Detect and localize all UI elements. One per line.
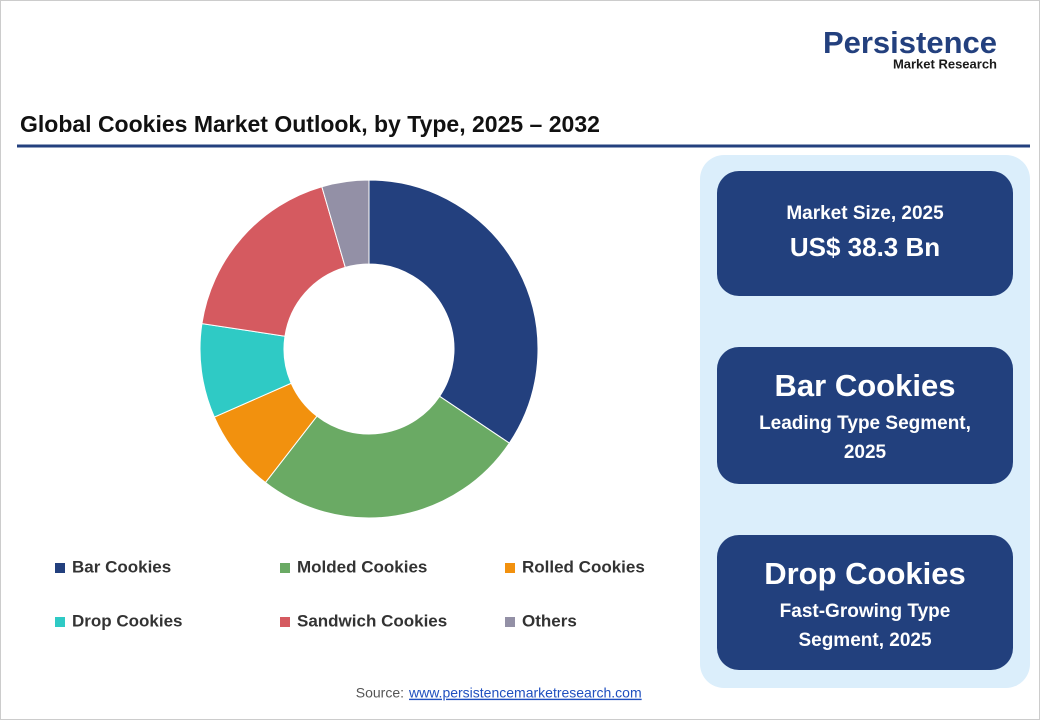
legend-label: Sandwich Cookies bbox=[297, 611, 447, 630]
card-value: Bar Cookies bbox=[775, 368, 956, 403]
legend-swatch bbox=[505, 563, 515, 573]
legend-label: Rolled Cookies bbox=[522, 557, 645, 576]
logo-name: Persistence bbox=[823, 25, 997, 60]
card bbox=[717, 171, 1013, 296]
card-label: 2025 bbox=[844, 442, 887, 463]
legend-swatch bbox=[280, 617, 290, 627]
logo-tagline: Market Research bbox=[893, 56, 997, 71]
card-label: Leading Type Segment, bbox=[759, 413, 971, 434]
legend-label: Molded Cookies bbox=[297, 557, 427, 576]
legend-swatch bbox=[505, 617, 515, 627]
legend-swatch bbox=[55, 617, 65, 627]
legend-swatch bbox=[280, 563, 290, 573]
donut-slice bbox=[321, 179, 370, 268]
card-value: US$ 38.3 Bn bbox=[790, 232, 940, 262]
donut-slice bbox=[264, 395, 511, 519]
chart-title: Global Cookies Market Outlook, by Type, … bbox=[20, 111, 600, 137]
legend-label: Bar Cookies bbox=[72, 557, 171, 576]
card-value: Drop Cookies bbox=[764, 556, 966, 591]
legend-label: Others bbox=[522, 611, 577, 630]
card bbox=[717, 347, 1013, 484]
card-label: Fast-Growing Type bbox=[780, 601, 951, 622]
donut-slice bbox=[201, 186, 346, 337]
card bbox=[717, 535, 1013, 670]
source-label: Source: bbox=[356, 685, 404, 701]
donut-slice bbox=[368, 179, 539, 444]
card-label: Market Size, 2025 bbox=[786, 203, 944, 224]
legend-swatch bbox=[55, 563, 65, 573]
legend-label: Drop Cookies bbox=[72, 611, 183, 630]
source-link[interactable]: www.persistencemarketresearch.com bbox=[408, 685, 642, 701]
card-label: Segment, 2025 bbox=[798, 630, 931, 651]
